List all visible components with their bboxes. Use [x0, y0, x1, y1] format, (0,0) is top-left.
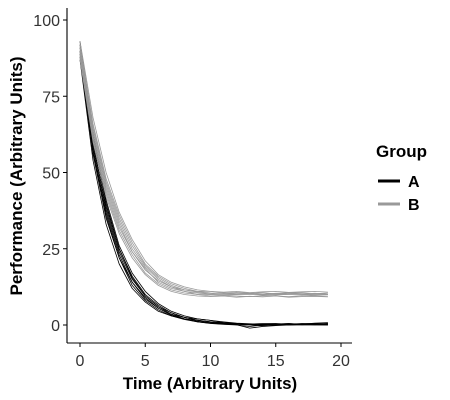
- legend-title: Group: [376, 142, 427, 161]
- x-tick-label: 20: [332, 353, 350, 370]
- axes: [66, 8, 352, 344]
- series-a-line-4: [79, 47, 328, 325]
- series-b-line-6: [79, 41, 328, 295]
- series-a-line-1: [79, 50, 328, 326]
- series-group-a: [79, 41, 328, 329]
- y-axis-title: Performance (Arbitrary Units): [7, 56, 26, 295]
- plot-lines: [79, 41, 328, 329]
- series-b-line-7: [79, 59, 328, 298]
- x-tick-label: 0: [76, 353, 85, 370]
- y-tick-label: 0: [51, 318, 60, 335]
- series-b-line-2: [79, 44, 328, 296]
- legend-label-a: A: [408, 174, 420, 191]
- series-b-line-4: [79, 47, 328, 294]
- y-tick-label: 50: [42, 166, 60, 183]
- x-ticks: 0 5 10 15 20: [76, 343, 350, 370]
- series-a-line-2: [79, 44, 328, 326]
- x-tick-label: 5: [141, 353, 150, 370]
- legend-label-b: B: [408, 197, 420, 214]
- x-axis-title: Time (Arbitrary Units): [123, 374, 297, 393]
- series-b-line-3: [79, 56, 328, 298]
- series-a-line-7: [79, 59, 328, 329]
- x-tick-label: 15: [267, 353, 285, 370]
- series-group-b: [79, 41, 328, 298]
- x-tick-label: 10: [202, 353, 220, 370]
- y-ticks: 0 25 50 75 100: [33, 13, 67, 335]
- series-a-line-8: [79, 50, 328, 326]
- series-a-line-5: [79, 53, 328, 327]
- series-b-line-8: [79, 50, 328, 295]
- y-tick-label: 25: [42, 242, 60, 259]
- y-tick-label: 75: [42, 89, 60, 106]
- series-a-line-3: [79, 56, 328, 327]
- y-tick-label: 100: [33, 13, 60, 30]
- series-a-line-6: [79, 41, 328, 326]
- legend: Group A B: [376, 142, 427, 214]
